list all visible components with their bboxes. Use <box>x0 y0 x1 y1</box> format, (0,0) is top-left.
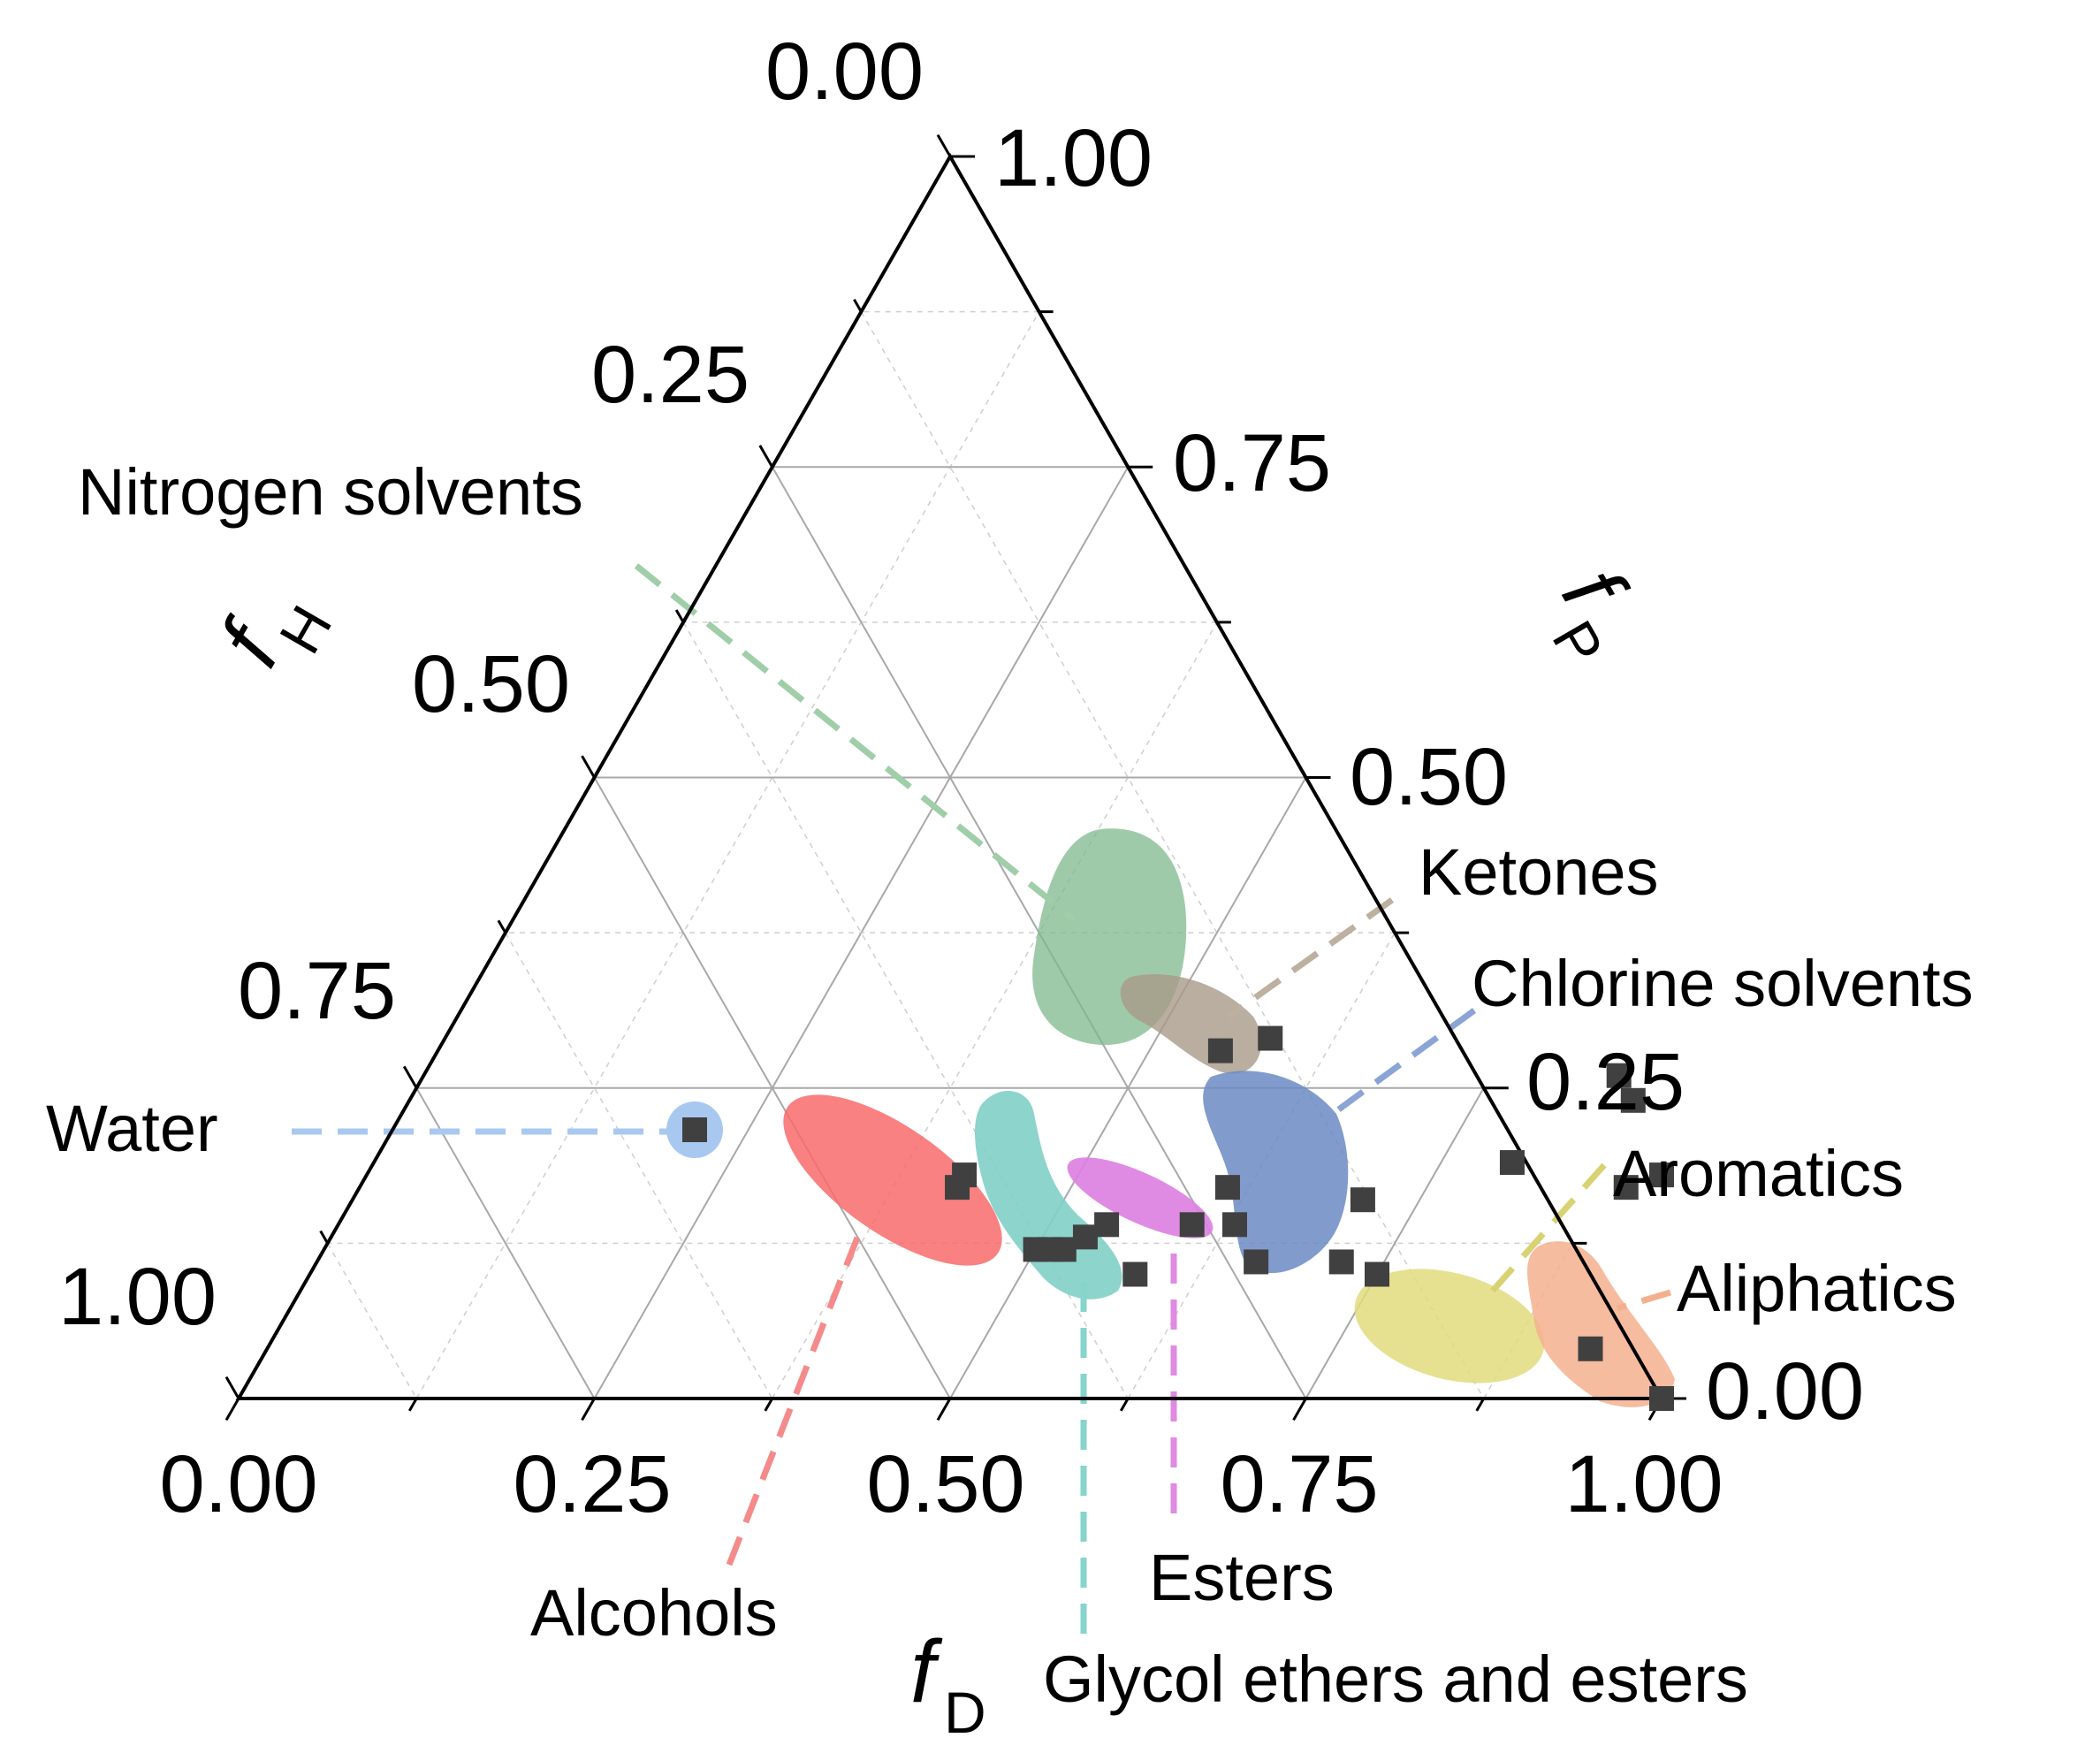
tick-fh-3 <box>674 609 685 623</box>
leader-alcohols <box>726 1236 861 1566</box>
tick-fh-5 <box>497 919 507 934</box>
svg-text:P: P <box>1540 610 1616 676</box>
grid-line-fh-const-7 <box>326 1243 417 1399</box>
leader-chlorine-solvents <box>1328 1008 1477 1118</box>
data-point-22 <box>1578 1336 1603 1361</box>
label-aromatics: Aromatics <box>1613 1137 1904 1210</box>
tick-fh-4 <box>581 755 596 779</box>
data-point-5 <box>1072 1224 1098 1250</box>
data-point-12 <box>1122 1261 1148 1287</box>
group-labels: Nitrogen solvents Ketones Chlorine solve… <box>46 455 1974 1716</box>
leader-lines <box>292 563 1672 1644</box>
svg-text:f: f <box>910 1622 943 1721</box>
tick-fd-0 <box>224 1398 240 1421</box>
grid-line-fh-const-4 <box>593 777 951 1399</box>
tick-fd-2 <box>581 1398 596 1421</box>
tick-fd-4 <box>936 1398 952 1421</box>
leader-aromatics <box>1482 1162 1607 1302</box>
region-chlorine-solvents <box>1203 1071 1349 1274</box>
tick-label-fp-4: 1.00 <box>994 113 1153 203</box>
data-point-10 <box>1214 1175 1240 1200</box>
tick-label-fp-1: 0.25 <box>1526 1037 1685 1127</box>
tick-label-fh-3: 0.75 <box>238 946 396 1036</box>
tick-fh-7 <box>319 1230 329 1245</box>
grid-line-fh-const-1 <box>860 311 1485 1399</box>
tick-label-fh-0: 0.00 <box>765 27 924 117</box>
tick-label-fp-2: 0.50 <box>1350 732 1508 822</box>
tick-label-fh-1: 0.25 <box>591 330 749 420</box>
tick-fh-0 <box>936 133 952 157</box>
label-nitrogen-solvents: Nitrogen solvents <box>78 455 583 529</box>
label-esters: Esters <box>1149 1541 1335 1614</box>
tick-fd-5 <box>1119 1398 1130 1412</box>
tick-fh-2 <box>758 445 774 468</box>
region-aromatics <box>1354 1269 1545 1383</box>
leader-nitrogen-solvents <box>634 563 1077 922</box>
data-point-11 <box>1222 1212 1247 1238</box>
grid-line-fd-const-6 <box>1305 1087 1485 1399</box>
data-point-6 <box>1094 1212 1120 1238</box>
axis-title-fp: f P <box>1540 553 1645 676</box>
grid-line-fh-const-5 <box>505 932 773 1399</box>
svg-text:D: D <box>944 1680 986 1745</box>
tick-label-fp-0: 0.00 <box>1706 1346 1864 1437</box>
tick-label-fd-1: 0.25 <box>513 1439 671 1529</box>
tick-label-fh-4: 1.00 <box>58 1252 217 1342</box>
tick-fd-1 <box>407 1398 418 1412</box>
group-regions <box>666 828 1675 1407</box>
tick-label-fd-4: 1.00 <box>1564 1439 1723 1529</box>
axis-title-fh: f H <box>201 595 344 682</box>
grid-line-fh-const-6 <box>415 1087 596 1399</box>
tick-fd-6 <box>1292 1398 1307 1421</box>
data-point-17 <box>1499 1150 1525 1176</box>
tick-fh-6 <box>402 1065 418 1089</box>
data-point-7 <box>1207 1038 1233 1063</box>
data-point-9 <box>1179 1212 1205 1238</box>
data-point-1 <box>945 1175 970 1200</box>
data-point-14 <box>1350 1187 1375 1213</box>
label-water: Water <box>46 1092 218 1165</box>
data-point-21 <box>1649 1386 1674 1411</box>
data-point-23 <box>1649 1162 1674 1188</box>
label-ketones: Ketones <box>1419 835 1659 909</box>
tick-labels: 0.00 0.25 0.50 0.75 1.00 0.00 0.25 0.50 … <box>58 27 1864 1529</box>
data-point-16 <box>1365 1261 1389 1287</box>
tick-label-fd-0: 0.00 <box>159 1439 317 1529</box>
tick-label-fd-2: 0.50 <box>866 1439 1024 1529</box>
tick-label-fp-3: 0.75 <box>1173 418 1331 508</box>
axis-title-fd: f D <box>910 1622 986 1745</box>
label-aliphatics: Aliphatics <box>1677 1252 1957 1325</box>
tick-label-fd-3: 0.75 <box>1220 1439 1378 1529</box>
tick-label-fh-2: 0.50 <box>412 639 570 729</box>
grid-line-fd-const-4 <box>949 777 1307 1399</box>
label-alcohols: Alcohols <box>530 1576 778 1650</box>
leader-aliphatics <box>1616 1289 1672 1312</box>
leader-ketones <box>1226 897 1395 1019</box>
data-point-18 <box>1606 1063 1632 1088</box>
data-point-4 <box>1051 1237 1077 1262</box>
data-point-13 <box>1244 1249 1269 1275</box>
region-aliphatics <box>1527 1241 1675 1407</box>
grid-line-fd-const-1 <box>415 311 1040 1399</box>
data-point-15 <box>1328 1249 1354 1275</box>
grid-line-fd-const-3 <box>772 621 1218 1399</box>
region-alcohols <box>783 1094 1002 1266</box>
tick-fd-3 <box>764 1398 774 1412</box>
tick-fh-8 <box>224 1376 240 1399</box>
data-points <box>682 1025 1674 1411</box>
region-esters <box>1067 1157 1214 1239</box>
data-point-8 <box>1258 1025 1283 1051</box>
label-chlorine-solvents: Chlorine solvents <box>1472 947 1974 1020</box>
data-point-19 <box>1620 1087 1646 1113</box>
data-point-20 <box>1613 1175 1639 1200</box>
data-point-water <box>682 1117 707 1142</box>
label-glycol-ethers-and-esters: Glycol ethers and esters <box>1043 1642 1748 1716</box>
tick-fd-7 <box>1475 1398 1486 1412</box>
tick-fh-1 <box>853 298 863 313</box>
